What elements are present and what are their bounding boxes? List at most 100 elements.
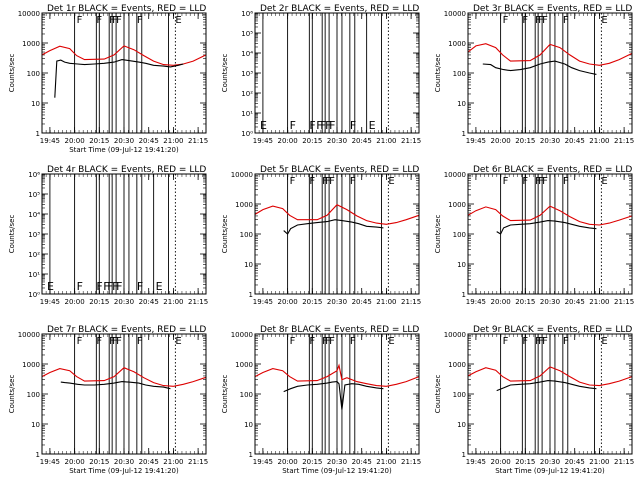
marker-label: F bbox=[538, 336, 544, 347]
lld-series bbox=[254, 204, 420, 225]
marker-label: F bbox=[325, 176, 331, 187]
x-tick-label: 20:45 bbox=[565, 458, 585, 466]
x-tick-label: 20:30 bbox=[114, 137, 134, 145]
y-tick-label: 10 bbox=[31, 100, 40, 108]
y-axis-label: Counts/sec bbox=[434, 54, 442, 93]
panel-title: Det 9r BLACK = Events, RED = LLD bbox=[473, 325, 632, 335]
panel-title: Det 8r BLACK = Events, RED = LLD bbox=[260, 325, 419, 335]
y-tick-label: 1000 bbox=[448, 361, 466, 369]
marker-label: F bbox=[350, 176, 356, 187]
lld-series bbox=[467, 43, 633, 66]
x-tick-label: 19:45 bbox=[466, 298, 486, 306]
x-tick-label: 21:00 bbox=[376, 298, 396, 306]
y-tick-label: 10³ bbox=[28, 231, 40, 239]
lld-series bbox=[41, 367, 207, 387]
panel-5: Det 5r BLACK = Events, RED = LLD 1 10 100 10… bbox=[221, 165, 421, 306]
marker-label: F bbox=[77, 280, 83, 293]
x-tick-label: 20:30 bbox=[114, 298, 134, 306]
x-tick-label: 20:00 bbox=[491, 458, 511, 466]
y-tick-label: 10 bbox=[457, 421, 466, 429]
x-tick-label: 21:00 bbox=[376, 137, 396, 145]
marker-label: F bbox=[290, 176, 296, 187]
y-tick-label: 1000 bbox=[448, 40, 466, 48]
marker-label: F bbox=[503, 15, 509, 26]
y-tick-label: 10² bbox=[241, 90, 253, 98]
x-tick-label: 20:30 bbox=[540, 298, 560, 306]
y-tick-label: 1 bbox=[462, 451, 466, 459]
marker-label: F bbox=[137, 336, 143, 347]
x-tick-label: 19:45 bbox=[253, 137, 273, 145]
x-tick-label: 21:15 bbox=[188, 458, 208, 466]
marker-label: F bbox=[137, 15, 143, 26]
x-tick-label: 19:45 bbox=[40, 458, 60, 466]
marker-label: F bbox=[290, 336, 296, 347]
y-tick-label: 10¹ bbox=[28, 271, 40, 279]
marker-label: F bbox=[563, 176, 569, 187]
panel-title: Det 6r BLACK = Events, RED = LLD bbox=[473, 165, 632, 175]
x-tick-label: 19:45 bbox=[40, 298, 60, 306]
y-tick-label: 100 bbox=[240, 391, 253, 399]
y-tick-label: 10 bbox=[244, 421, 253, 429]
events-series bbox=[60, 381, 171, 390]
x-tick-label: 20:00 bbox=[65, 458, 85, 466]
x-tick-label: 21:00 bbox=[163, 298, 183, 306]
x-tick-label: 19:45 bbox=[253, 458, 273, 466]
y-tick-label: 1 bbox=[36, 451, 40, 459]
x-tick-label: 19:45 bbox=[466, 137, 486, 145]
x-axis-label: Start Time (09-Jul-12 19:41:20) bbox=[69, 146, 179, 154]
marker-label: E bbox=[369, 119, 376, 132]
x-tick-label: 21:00 bbox=[163, 458, 183, 466]
panel-1: Det 1r BLACK = Events, RED = LLD 1 10 100 10… bbox=[8, 4, 208, 154]
events-series bbox=[54, 59, 184, 98]
y-tick-label: 100 bbox=[27, 391, 40, 399]
x-tick-label: 20:30 bbox=[327, 137, 347, 145]
marker-label: F bbox=[112, 336, 118, 347]
y-tick-label: 10000 bbox=[18, 10, 40, 18]
y-tick-label: 10⁴ bbox=[241, 50, 253, 58]
marker-label: F bbox=[322, 176, 328, 187]
panel-8: Det 8r BLACK = Events, RED = LLD 1 10 100 10… bbox=[221, 325, 421, 475]
marker-label: F bbox=[309, 336, 315, 347]
marker-label: F bbox=[320, 119, 326, 132]
events-series bbox=[496, 380, 597, 392]
y-tick-label: 100 bbox=[453, 391, 466, 399]
marker-label: F bbox=[322, 336, 328, 347]
y-tick-label: 100 bbox=[453, 231, 466, 239]
y-tick-label: 100 bbox=[27, 70, 40, 78]
panel-title: Det 7r BLACK = Events, RED = LLD bbox=[47, 325, 206, 335]
lld-series bbox=[254, 363, 420, 387]
x-tick-label: 20:00 bbox=[491, 298, 511, 306]
y-tick-label: 1000 bbox=[22, 361, 40, 369]
y-tick-label: 1 bbox=[462, 130, 466, 138]
marker-label: E bbox=[388, 336, 394, 347]
x-tick-label: 20:45 bbox=[352, 298, 372, 306]
y-tick-label: 10000 bbox=[444, 10, 466, 18]
lld-series bbox=[41, 45, 207, 66]
x-tick-label: 20:15 bbox=[89, 298, 109, 306]
x-tick-label: 21:15 bbox=[614, 137, 634, 145]
lld-series bbox=[467, 205, 633, 226]
marker-label: F bbox=[503, 336, 509, 347]
x-tick-label: 20:45 bbox=[139, 137, 159, 145]
x-tick-label: 20:45 bbox=[352, 458, 372, 466]
marker-label: F bbox=[535, 336, 541, 347]
panel-7: Det 7r BLACK = Events, RED = LLD 1 10 100 10… bbox=[8, 325, 208, 475]
x-tick-label: 21:15 bbox=[188, 137, 208, 145]
y-tick-label: 10⁵ bbox=[28, 191, 40, 199]
marker-label: F bbox=[116, 15, 122, 26]
y-axis-label: Counts/sec bbox=[8, 54, 16, 93]
y-tick-label: 1 bbox=[36, 130, 40, 138]
x-axis-label: Start Time (09-Jul-12 19:41:20) bbox=[495, 467, 605, 475]
events-series bbox=[283, 219, 384, 235]
marker-label: F bbox=[112, 280, 118, 293]
panel-6: Det 6r BLACK = Events, RED = LLD 1 10 100 10… bbox=[434, 165, 634, 306]
marker-label: E bbox=[156, 280, 163, 293]
plot-frame bbox=[467, 12, 633, 134]
x-tick-label: 19:45 bbox=[466, 458, 486, 466]
marker-label: F bbox=[542, 15, 548, 26]
y-tick-label: 1 bbox=[249, 291, 253, 299]
marker-label: F bbox=[96, 336, 102, 347]
y-tick-label: 10⁴ bbox=[28, 211, 40, 219]
marker-label: F bbox=[107, 280, 113, 293]
marker-label: F bbox=[112, 15, 118, 26]
